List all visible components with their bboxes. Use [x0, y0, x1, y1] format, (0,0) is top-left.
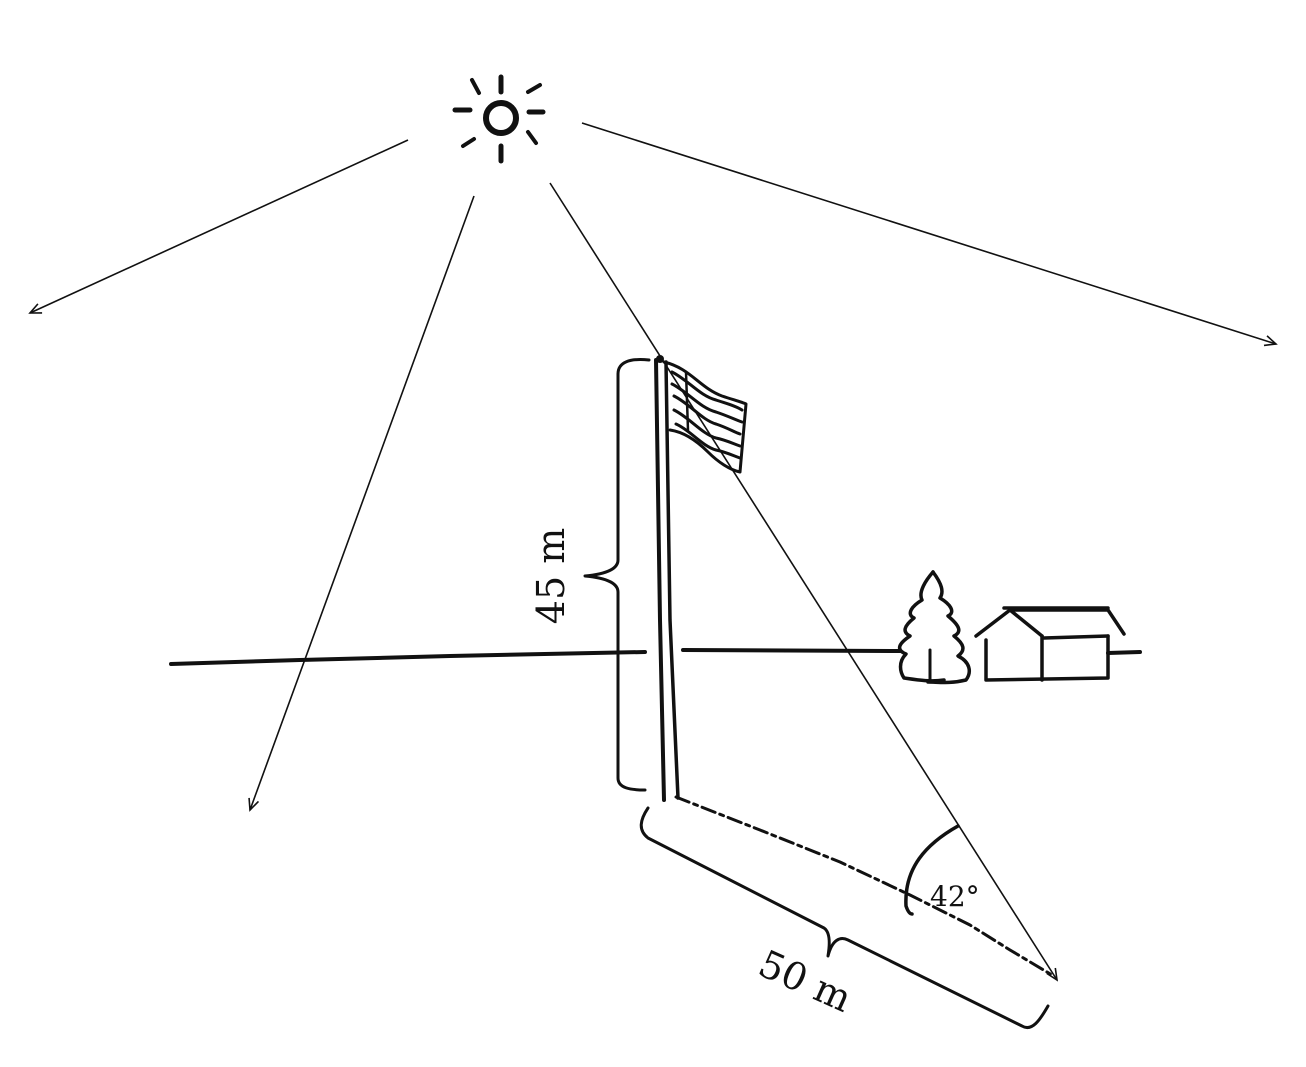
- shadow-bracket: [639, 806, 1050, 1029]
- height-label: 45 m: [529, 528, 573, 624]
- sun-ray-right: [581, 122, 1278, 347]
- flag: [662, 360, 748, 474]
- angle-arc: [904, 824, 960, 916]
- tree: [897, 570, 972, 685]
- flagpole: [654, 355, 680, 802]
- shadow-length-label: 50 m: [752, 941, 858, 1020]
- sun-ray-flag-tip: [549, 182, 1059, 982]
- house: [974, 606, 1126, 682]
- sun-ray-down-left: [248, 195, 475, 812]
- shadow-line: [674, 795, 1054, 977]
- horizon-line: [169, 648, 1142, 666]
- angle-label: 42°: [930, 880, 980, 913]
- sun-ray-left: [28, 139, 409, 314]
- sun-icon: [452, 74, 546, 164]
- height-bracket: [583, 358, 651, 792]
